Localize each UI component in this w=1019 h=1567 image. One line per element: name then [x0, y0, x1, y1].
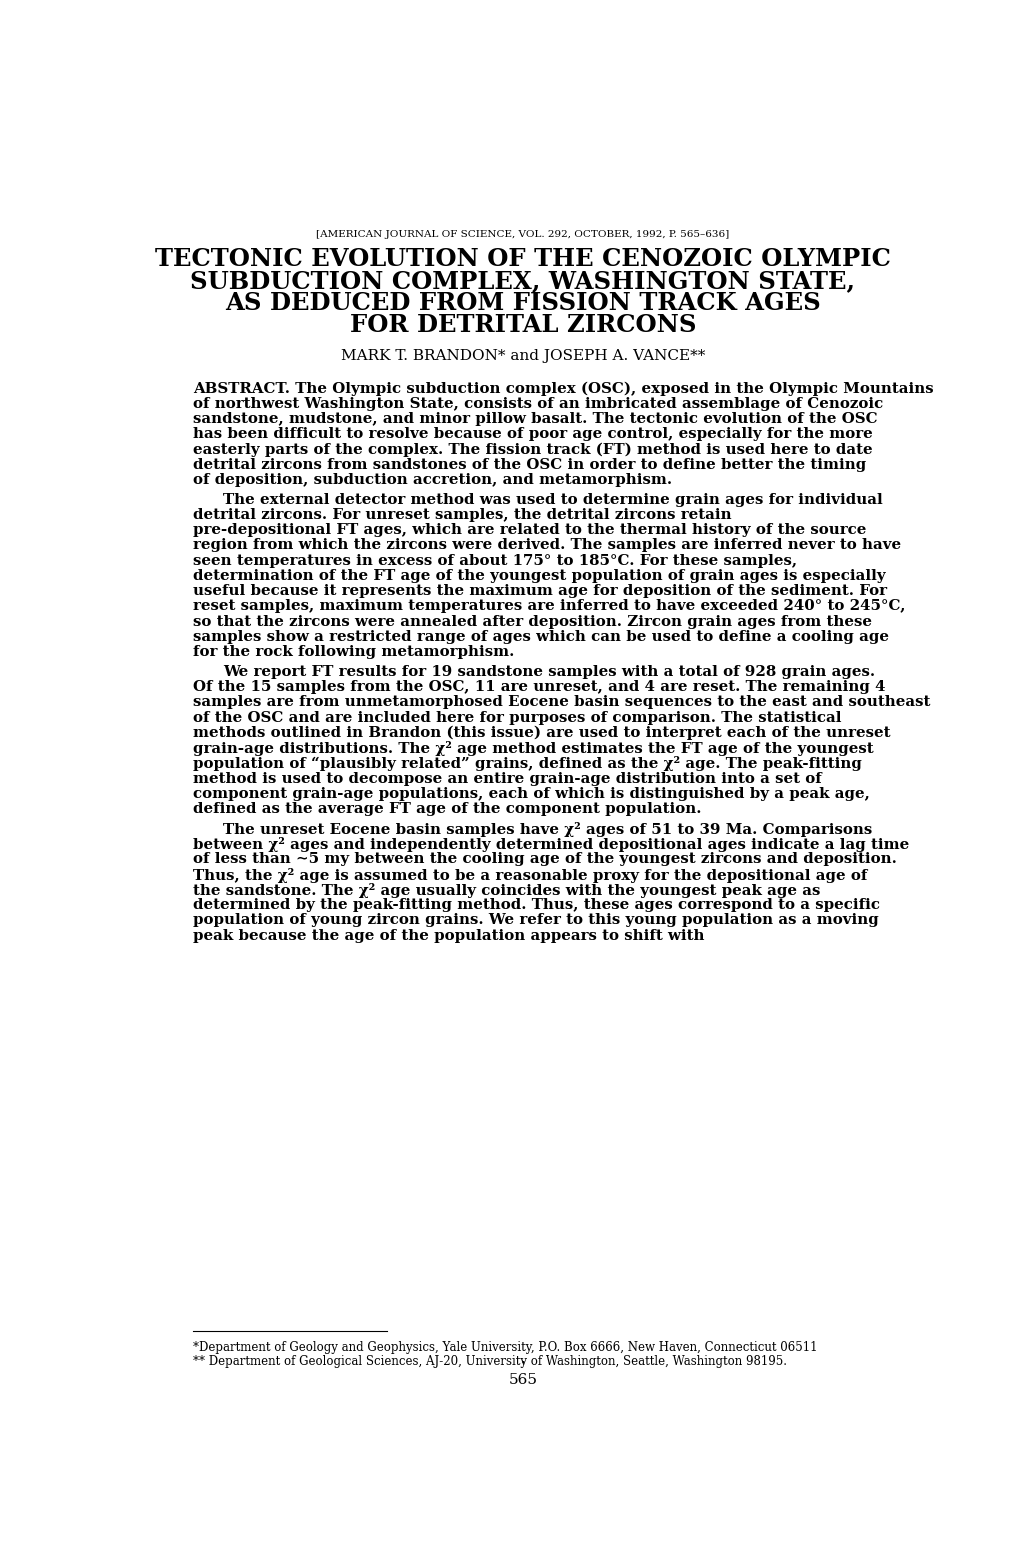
Text: reset samples, maximum temperatures are inferred to have exceeded 240° to 245°C,: reset samples, maximum temperatures are … [194, 599, 905, 613]
Text: TECTONIC EVOLUTION OF THE CENOZOIC OLYMPIC: TECTONIC EVOLUTION OF THE CENOZOIC OLYMP… [155, 248, 890, 271]
Text: peak because the age of the population appears to shift with: peak because the age of the population a… [194, 929, 704, 943]
Text: useful because it represents the maximum age for deposition of the sediment. For: useful because it represents the maximum… [194, 584, 887, 599]
Text: samples are from unmetamorphosed Eocene basin sequences to the east and southeas: samples are from unmetamorphosed Eocene … [194, 696, 930, 710]
Text: •: • [520, 1359, 525, 1368]
Text: pre-depositional FT ages, which are related to the thermal history of the source: pre-depositional FT ages, which are rela… [194, 523, 866, 537]
Text: sandstone, mudstone, and minor pillow basalt. The tectonic evolution of the OSC: sandstone, mudstone, and minor pillow ba… [194, 412, 877, 426]
Text: SUBDUCTION COMPLEX, WASHINGTON STATE,: SUBDUCTION COMPLEX, WASHINGTON STATE, [191, 270, 854, 293]
Text: detrital zircons from sandstones of the OSC in order to define better the timing: detrital zircons from sandstones of the … [194, 458, 866, 472]
Text: for the rock following metamorphism.: for the rock following metamorphism. [194, 646, 515, 660]
Text: We report FT results for 19 sandstone samples with a total of 928 grain ages.: We report FT results for 19 sandstone sa… [222, 664, 874, 679]
Text: determined by the peak-fitting method. Thus, these ages correspond to a specific: determined by the peak-fitting method. T… [194, 898, 879, 912]
Text: has been difficult to resolve because of poor age control, especially for the mo: has been difficult to resolve because of… [194, 428, 872, 440]
Text: easterly parts of the complex. The fission track (FT) method is used here to dat: easterly parts of the complex. The fissi… [194, 442, 872, 456]
Text: of deposition, subduction accretion, and metamorphism.: of deposition, subduction accretion, and… [194, 473, 672, 487]
Text: so that the zircons were annealed after deposition. Zircon grain ages from these: so that the zircons were annealed after … [194, 614, 871, 628]
Text: MARK T. BRANDON* and JOSEPH A. VANCE**: MARK T. BRANDON* and JOSEPH A. VANCE** [340, 349, 704, 364]
Text: region from which the zircons were derived. The samples are inferred never to ha: region from which the zircons were deriv… [194, 539, 901, 552]
Text: 565: 565 [507, 1373, 537, 1387]
Text: *Department of Geology and Geophysics, Yale University, P.O. Box 6666, New Haven: *Department of Geology and Geophysics, Y… [194, 1341, 817, 1354]
Text: Of the 15 samples from the OSC, 11 are unreset, and 4 are reset. The remaining 4: Of the 15 samples from the OSC, 11 are u… [194, 680, 886, 694]
Text: methods outlined in Brandon (this issue) are used to interpret each of the unres: methods outlined in Brandon (this issue)… [194, 726, 890, 740]
Text: seen temperatures in excess of about 175° to 185°C. For these samples,: seen temperatures in excess of about 175… [194, 553, 797, 567]
Text: of the OSC and are included here for purposes of comparison. The statistical: of the OSC and are included here for pur… [194, 710, 841, 724]
Text: The external detector method was used to determine grain ages for individual: The external detector method was used to… [222, 492, 881, 506]
Text: detrital zircons. For unreset samples, the detrital zircons retain: detrital zircons. For unreset samples, t… [194, 508, 732, 522]
Text: between χ² ages and independently determined depositional ages indicate a lag ti: between χ² ages and independently determ… [194, 837, 909, 852]
Text: of less than ∼5 my between the cooling age of the youngest zircons and depositio: of less than ∼5 my between the cooling a… [194, 852, 897, 867]
Text: population of young zircon grains. We refer to this young population as a moving: population of young zircon grains. We re… [194, 914, 878, 928]
Text: The unreset Eocene basin samples have χ² ages of 51 to 39 Ma. Comparisons: The unreset Eocene basin samples have χ²… [222, 823, 871, 837]
Text: component grain-age populations, each of which is distinguished by a peak age,: component grain-age populations, each of… [194, 787, 869, 801]
Text: FOR DETRITAL ZIRCONS: FOR DETRITAL ZIRCONS [350, 313, 695, 337]
Text: the sandstone. The χ² age usually coincides with the youngest peak age as: the sandstone. The χ² age usually coinci… [194, 882, 820, 898]
Text: ** Department of Geological Sciences, AJ-20, University of Washington, Seattle, : ** Department of Geological Sciences, AJ… [194, 1355, 787, 1368]
Text: grain-age distributions. The χ² age method estimates the FT age of the youngest: grain-age distributions. The χ² age meth… [194, 741, 873, 757]
Text: defined as the average FT age of the component population.: defined as the average FT age of the com… [194, 802, 701, 816]
Text: determination of the FT age of the youngest population of grain ages is especial: determination of the FT age of the young… [194, 569, 886, 583]
Text: of northwest Washington State, consists of an imbricated assemblage of Cenozoic: of northwest Washington State, consists … [194, 396, 882, 411]
Text: population of “plausibly related” grains, defined as the χ² age. The peak-fittin: population of “plausibly related” grains… [194, 757, 861, 771]
Text: AS DEDUCED FROM FISSION TRACK AGES: AS DEDUCED FROM FISSION TRACK AGES [224, 291, 820, 315]
Text: Thus, the χ² age is assumed to be a reasonable proxy for the depositional age of: Thus, the χ² age is assumed to be a reas… [194, 868, 867, 882]
Text: samples show a restricted range of ages which can be used to define a cooling ag: samples show a restricted range of ages … [194, 630, 889, 644]
Text: [AMERICAN JOURNAL OF SCIENCE, VOL. 292, OCTOBER, 1992, P. 565–636]: [AMERICAN JOURNAL OF SCIENCE, VOL. 292, … [316, 230, 729, 240]
Text: method is used to decompose an entire grain-age distribution into a set of: method is used to decompose an entire gr… [194, 771, 821, 785]
Text: ABSTRACT. The Olympic subduction complex (OSC), exposed in the Olympic Mountains: ABSTRACT. The Olympic subduction complex… [194, 381, 933, 396]
